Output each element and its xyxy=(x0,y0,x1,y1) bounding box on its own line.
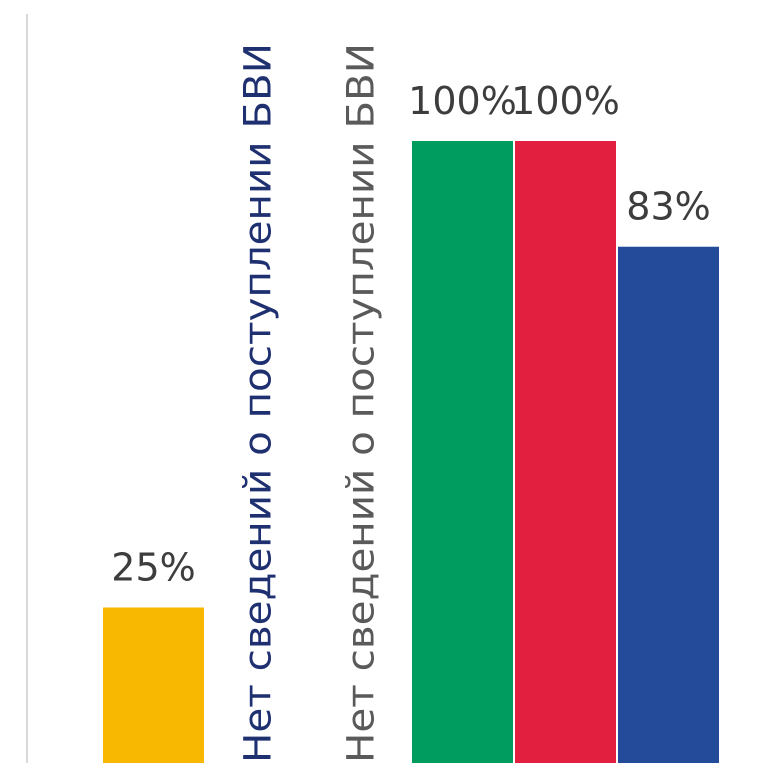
data-label: 100% xyxy=(408,79,517,123)
bar xyxy=(618,246,719,763)
no-data-label: Нет сведений о поступлении БВИ xyxy=(340,43,383,763)
data-label: 83% xyxy=(626,185,710,229)
bar xyxy=(103,607,204,763)
no-data-label: Нет сведений о поступлении БВИ xyxy=(237,43,280,763)
data-label: 25% xyxy=(111,546,195,590)
bars-layer xyxy=(103,141,719,763)
labels-layer: 25% Нет сведений о поступлении БВИ Нет све… xyxy=(111,43,710,763)
bar xyxy=(515,141,616,763)
bar xyxy=(412,141,513,763)
data-label: 100% xyxy=(511,79,620,123)
